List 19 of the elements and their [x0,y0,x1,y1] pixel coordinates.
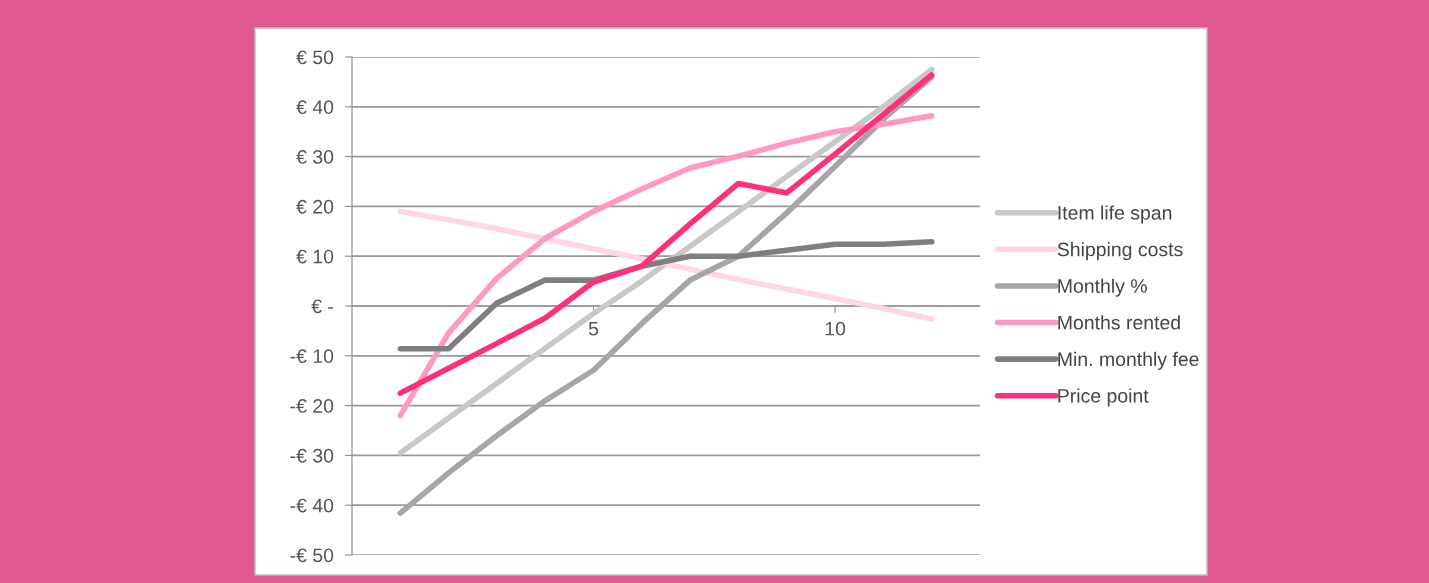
legend-label: Monthly % [1058,278,1147,297]
y-tick-label: € 50 [296,50,334,65]
x-tick-label: 10 [825,321,846,336]
y-tick-label: € - [311,299,334,314]
legend-label: Item life span [1058,205,1172,224]
x-tick-label: 5 [588,321,599,336]
legend-label: Months rented [1058,315,1180,330]
y-tick-label: € 20 [296,199,334,214]
y-tick-label: € 40 [296,100,334,115]
y-tick-label: € 30 [296,150,334,164]
y-tick-label: -€ 20 [290,399,334,413]
y-tick-label: -€ 40 [290,498,334,513]
y-tick-label: -€ 30 [290,448,334,463]
legend-label: Shipping costs [1057,242,1183,261]
y-tick-label: € 10 [296,249,334,264]
y-tick-label: -€ 50 [290,548,334,563]
y-tick-label: -€ 10 [290,349,334,364]
legend-label: Price point [1058,388,1149,407]
legend-label: Min. monthly fee [1058,351,1199,370]
